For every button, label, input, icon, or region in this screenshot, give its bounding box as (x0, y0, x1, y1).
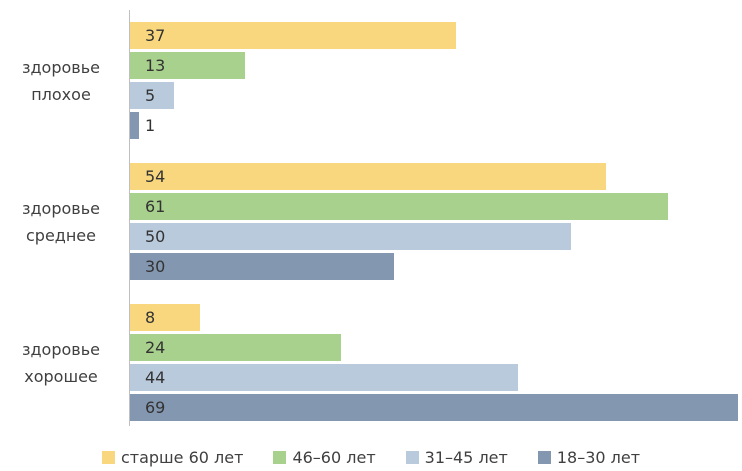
legend-swatch (538, 451, 551, 464)
legend-item: 46–60 лет (273, 448, 375, 467)
legend-item: 18–30 лет (538, 448, 640, 467)
legend-label: 18–30 лет (557, 448, 640, 467)
value-label: 24 (145, 334, 165, 361)
value-label: 30 (145, 253, 165, 280)
legend-swatch (406, 451, 419, 464)
value-label: 44 (145, 364, 165, 391)
category-label: здоровье среднее (0, 195, 122, 249)
value-label: 61 (145, 193, 165, 220)
bar (130, 193, 668, 220)
category-label: здоровье хорошее (0, 336, 122, 390)
bar (130, 163, 606, 190)
legend-swatch (273, 451, 286, 464)
bar (130, 394, 738, 421)
legend-label: 46–60 лет (292, 448, 375, 467)
bar (130, 304, 200, 331)
legend-label: 31–45 лет (425, 448, 508, 467)
legend-item: старше 60 лет (102, 448, 243, 467)
value-label: 54 (145, 163, 165, 190)
bar (130, 112, 139, 139)
value-label: 13 (145, 52, 165, 79)
value-label: 5 (145, 82, 155, 109)
legend-swatch (102, 451, 115, 464)
bar (130, 364, 518, 391)
bar (130, 253, 394, 280)
chart: старше 60 лет 46–60 лет 31–45 лет 18–30 лет… (0, 0, 742, 471)
value-label: 50 (145, 223, 165, 250)
value-label: 37 (145, 22, 165, 49)
legend: старше 60 лет 46–60 лет 31–45 лет 18–30 лет (0, 448, 742, 467)
bar (130, 22, 456, 49)
legend-item: 31–45 лет (406, 448, 508, 467)
value-label: 1 (145, 112, 155, 139)
legend-label: старше 60 лет (121, 448, 243, 467)
bar (130, 223, 571, 250)
category-label: здоровье плохое (0, 54, 122, 108)
value-label: 8 (145, 304, 155, 331)
value-label: 69 (145, 394, 165, 421)
